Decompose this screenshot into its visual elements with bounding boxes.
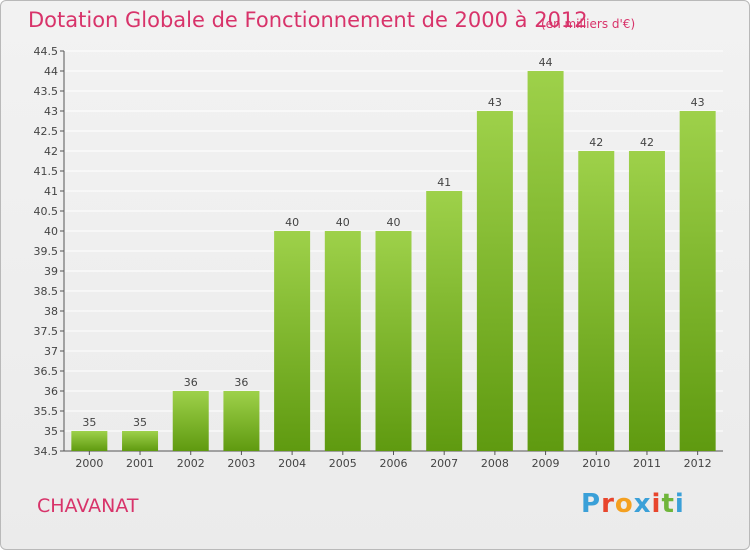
x-tick-label: 2010 [582, 457, 610, 470]
y-tick-label: 41.5 [34, 165, 59, 178]
bar-value-label: 43 [691, 96, 705, 109]
y-tick-label: 42.5 [34, 125, 59, 138]
y-tick-label: 43.5 [34, 85, 59, 98]
bar-value-label: 42 [589, 136, 603, 149]
bar-value-label: 44 [539, 56, 553, 69]
y-tick-label: 43 [44, 105, 58, 118]
bar [476, 111, 513, 451]
logo-letter: P [581, 489, 602, 519]
x-tick-label: 2008 [481, 457, 509, 470]
x-tick-label: 2012 [684, 457, 712, 470]
bar-value-label: 40 [336, 216, 350, 229]
bar [527, 71, 564, 451]
y-tick-label: 40.5 [34, 205, 59, 218]
bar [426, 191, 463, 451]
commune-name: CHAVANAT [37, 495, 139, 517]
bar-value-label: 40 [387, 216, 401, 229]
y-tick-label: 41 [44, 185, 58, 198]
bar [375, 231, 412, 451]
chart-title: Dotation Globale de Fonctionnement de 20… [28, 8, 588, 32]
bar-value-label: 41 [437, 176, 451, 189]
bar [679, 111, 716, 451]
x-tick-label: 2000 [75, 457, 103, 470]
bar-value-label: 35 [133, 416, 147, 429]
bar [274, 231, 311, 451]
x-tick-label: 2011 [633, 457, 661, 470]
bar-value-label: 36 [184, 376, 198, 389]
x-tick-label: 2005 [329, 457, 357, 470]
logo-letter: x [633, 489, 652, 519]
bars [71, 71, 716, 451]
y-tick-label: 37 [44, 345, 58, 358]
bar [172, 391, 209, 451]
bar-value-label: 40 [285, 216, 299, 229]
x-tick-label: 2006 [380, 457, 408, 470]
logo-letter: t [661, 489, 675, 519]
bar [578, 151, 615, 451]
bar-value-label: 43 [488, 96, 502, 109]
x-tick-label: 2004 [278, 457, 306, 470]
bar [122, 431, 159, 451]
logo-letter: o [614, 489, 634, 519]
logo-letter: i [674, 489, 685, 519]
chart-unit: (en milliers d'€) [541, 17, 636, 31]
y-tick-label: 35 [44, 425, 58, 438]
y-tick-label: 44.5 [34, 45, 59, 58]
bar [223, 391, 260, 451]
y-tick-label: 39 [44, 265, 58, 278]
logo-letter: r [601, 489, 615, 519]
y-tick-label: 42 [44, 145, 58, 158]
y-tick-label: 36.5 [34, 365, 59, 378]
x-tick-label: 2001 [126, 457, 154, 470]
y-tick-label: 37.5 [34, 325, 59, 338]
bar-value-label: 35 [82, 416, 96, 429]
y-tick-label: 38 [44, 305, 58, 318]
bar-value-label: 36 [234, 376, 248, 389]
y-tick-label: 35.5 [34, 405, 59, 418]
bar [71, 431, 108, 451]
y-tick-label: 38.5 [34, 285, 59, 298]
bar-value-label: 42 [640, 136, 654, 149]
y-tick-label: 44 [44, 65, 58, 78]
bar [324, 231, 361, 451]
logo-letter: i [651, 489, 662, 519]
x-tick-label: 2009 [532, 457, 560, 470]
y-tick-label: 40 [44, 225, 58, 238]
labels: 34.5 35 35.5 36 36.5 37 37.5 38 38.5 39 39.5 40 40.5… [34, 45, 712, 470]
x-tick-label: 2007 [430, 457, 458, 470]
x-tick-label: 2003 [227, 457, 255, 470]
bar [628, 151, 665, 451]
y-tick-label: 36 [44, 385, 58, 398]
x-tick-label: 2002 [177, 457, 205, 470]
proxiti-logo[interactable]: Proxiti [581, 489, 685, 519]
y-tick-label: 39.5 [34, 245, 59, 258]
y-tick-label: 34.5 [34, 445, 59, 458]
